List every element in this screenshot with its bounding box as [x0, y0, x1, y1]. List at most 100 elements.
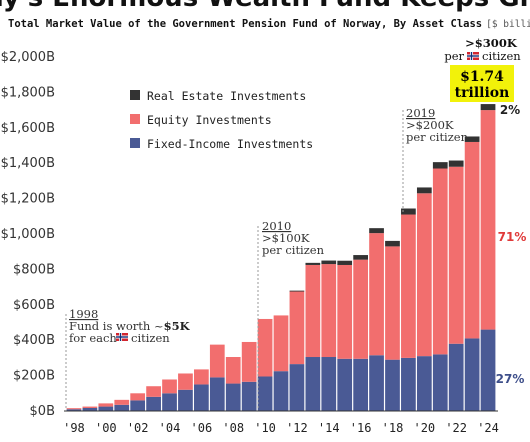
- bar-fixed-income-2004: [162, 393, 177, 411]
- annotation-2024-line2-suffix: citizen: [482, 49, 521, 63]
- annotation-1998-line1: Fund is worth ~$5K: [69, 319, 191, 333]
- bar-fixed-income-2000: [98, 406, 114, 411]
- bar-equity-2012: [289, 291, 305, 365]
- bar-equity-2002: [130, 393, 146, 401]
- y-tick-label: $1,000B: [1, 227, 55, 242]
- bar-fixed-income-2002: [130, 400, 146, 411]
- annotation-1998-line2-prefix: for each: [69, 331, 117, 345]
- bar-real-estate-2018: [385, 240, 400, 247]
- annotation-1998: 1998 Fund is worth ~$5K for each citizen: [69, 307, 191, 345]
- bar-fixed-income-1998: [66, 409, 82, 411]
- bar-real-estate-2016: [353, 255, 368, 260]
- x-tick-label: '10: [254, 421, 276, 435]
- bar-fixed-income-2001: [114, 404, 130, 411]
- y-tick-label: $1,400B: [1, 156, 55, 171]
- x-axis: '98 '00 '02 '04 '06 '08 '10 '12 '14 '16 '18 '20 '22 '…: [63, 421, 499, 435]
- annotation-2019: 2019 >$200K per citizen: [406, 106, 469, 144]
- bar-equity-2019: [401, 214, 416, 358]
- bar-equity-1999: [82, 406, 98, 408]
- x-tick-label: '00: [95, 421, 117, 435]
- bar-equity-2020: [416, 193, 432, 357]
- chart-subtitle-line: Total Market Value of the Government Pen…: [8, 18, 530, 30]
- bar-equity-2016: [353, 259, 368, 359]
- bar-fixed-income-2024: [480, 329, 496, 411]
- y-tick-label: $600B: [13, 298, 55, 313]
- y-tick-label: $0B: [30, 404, 55, 419]
- bar-real-estate-2022: [448, 160, 464, 167]
- bar-equity-2003: [146, 386, 161, 397]
- legend: Real Estate Investments Equity Investmen…: [130, 89, 313, 151]
- bar-equity-2013: [305, 264, 321, 358]
- bar-real-estate-2015: [337, 260, 353, 265]
- bar-real-estate-2023: [464, 136, 480, 142]
- bar-fixed-income-2020: [416, 356, 432, 411]
- bar-fixed-income-2019: [401, 357, 416, 411]
- annotation-2024-line1: >$300K: [465, 36, 518, 50]
- annotation-2010-line2: per citizen: [262, 243, 325, 257]
- bars: [64, 104, 498, 412]
- x-tick-label: '98: [63, 421, 85, 435]
- y-axis: $0B $200B $400B $600B $800B $1,000B $1,200B $1,…: [1, 50, 55, 419]
- share-label-real-estate: 2%: [500, 103, 520, 117]
- bar-real-estate-2012: [289, 290, 305, 292]
- bar-real-estate-2024: [480, 104, 496, 111]
- y-tick-label: $200B: [13, 369, 55, 384]
- total-value: $1.74: [460, 69, 504, 85]
- bar-equity-2011: [273, 315, 289, 372]
- annotation-2019-line2: per citizen: [406, 130, 469, 144]
- x-tick-label: '04: [159, 421, 181, 435]
- chart-title: Norway's Enormous Wealth Fund Keeps Grow…: [0, 0, 530, 13]
- bar-equity-2015: [337, 264, 353, 359]
- y-tick-label: $1,800B: [1, 85, 55, 100]
- bar-equity-2018: [385, 246, 400, 360]
- annotation-2019-year: 2019: [406, 106, 435, 120]
- bar-fixed-income-2011: [273, 371, 289, 411]
- bar-fixed-income-2005: [178, 389, 193, 411]
- total-highlight-box: [450, 65, 514, 102]
- bar-real-estate-2013: [305, 262, 321, 265]
- bar-fixed-income-2015: [337, 358, 353, 411]
- bar-fixed-income-2010: [257, 376, 273, 411]
- annotation-2010: 2010 >$100K per citizen: [262, 219, 325, 257]
- x-tick-label: '16: [350, 421, 372, 435]
- y-tick-label: $1,200B: [1, 192, 55, 207]
- bar-fixed-income-2009: [241, 381, 257, 411]
- bar-equity-2010: [257, 318, 273, 377]
- y-tick-label: $800B: [13, 262, 55, 277]
- x-tick-label: '06: [191, 421, 213, 435]
- bar-fixed-income-2006: [194, 384, 209, 411]
- bar-fixed-income-2012: [289, 364, 305, 411]
- bar-equity-2021: [432, 168, 448, 355]
- x-tick-label: '12: [286, 421, 308, 435]
- annotation-1998-year: 1998: [69, 307, 98, 321]
- chart-subtitle-unit: [$ billions, annual]: [486, 19, 530, 30]
- bar-equity-2004: [162, 379, 177, 394]
- bar-fixed-income-2014: [321, 357, 337, 411]
- legend-label-real-estate: Real Estate Investments: [147, 89, 306, 103]
- bar-equity-2023: [464, 141, 480, 339]
- legend-swatch-real-estate: [130, 90, 140, 100]
- annotation-1998-line2-suffix: citizen: [131, 331, 170, 345]
- bar-real-estate-2019: [401, 208, 416, 215]
- bar-fixed-income-2013: [305, 357, 321, 411]
- annotation-2010-line1: >$100K: [262, 231, 310, 245]
- bar-fixed-income-2018: [385, 359, 400, 411]
- bar-real-estate-2021: [432, 162, 448, 169]
- bar-equity-2009: [241, 341, 257, 382]
- bar-fixed-income-2016: [353, 358, 368, 411]
- x-tick-label: '14: [318, 421, 340, 435]
- chart-subtitle: Total Market Value of the Government Pen…: [8, 18, 482, 30]
- x-tick-label: '24: [477, 421, 499, 435]
- bar-equity-2000: [98, 403, 114, 407]
- bar-fixed-income-1999: [82, 407, 98, 411]
- legend-swatch-fixed-income: [130, 138, 140, 148]
- annotation-1998-value: $5K: [164, 319, 191, 333]
- bar-equity-2001: [114, 399, 130, 405]
- bar-fixed-income-2017: [369, 355, 384, 411]
- x-tick-label: '02: [127, 421, 149, 435]
- legend-label-fixed-income: Fixed-Income Investments: [147, 137, 313, 151]
- legend-swatch-equity: [130, 114, 140, 124]
- annotation-2010-year: 2010: [262, 219, 291, 233]
- y-tick-label: $2,000B: [1, 50, 55, 65]
